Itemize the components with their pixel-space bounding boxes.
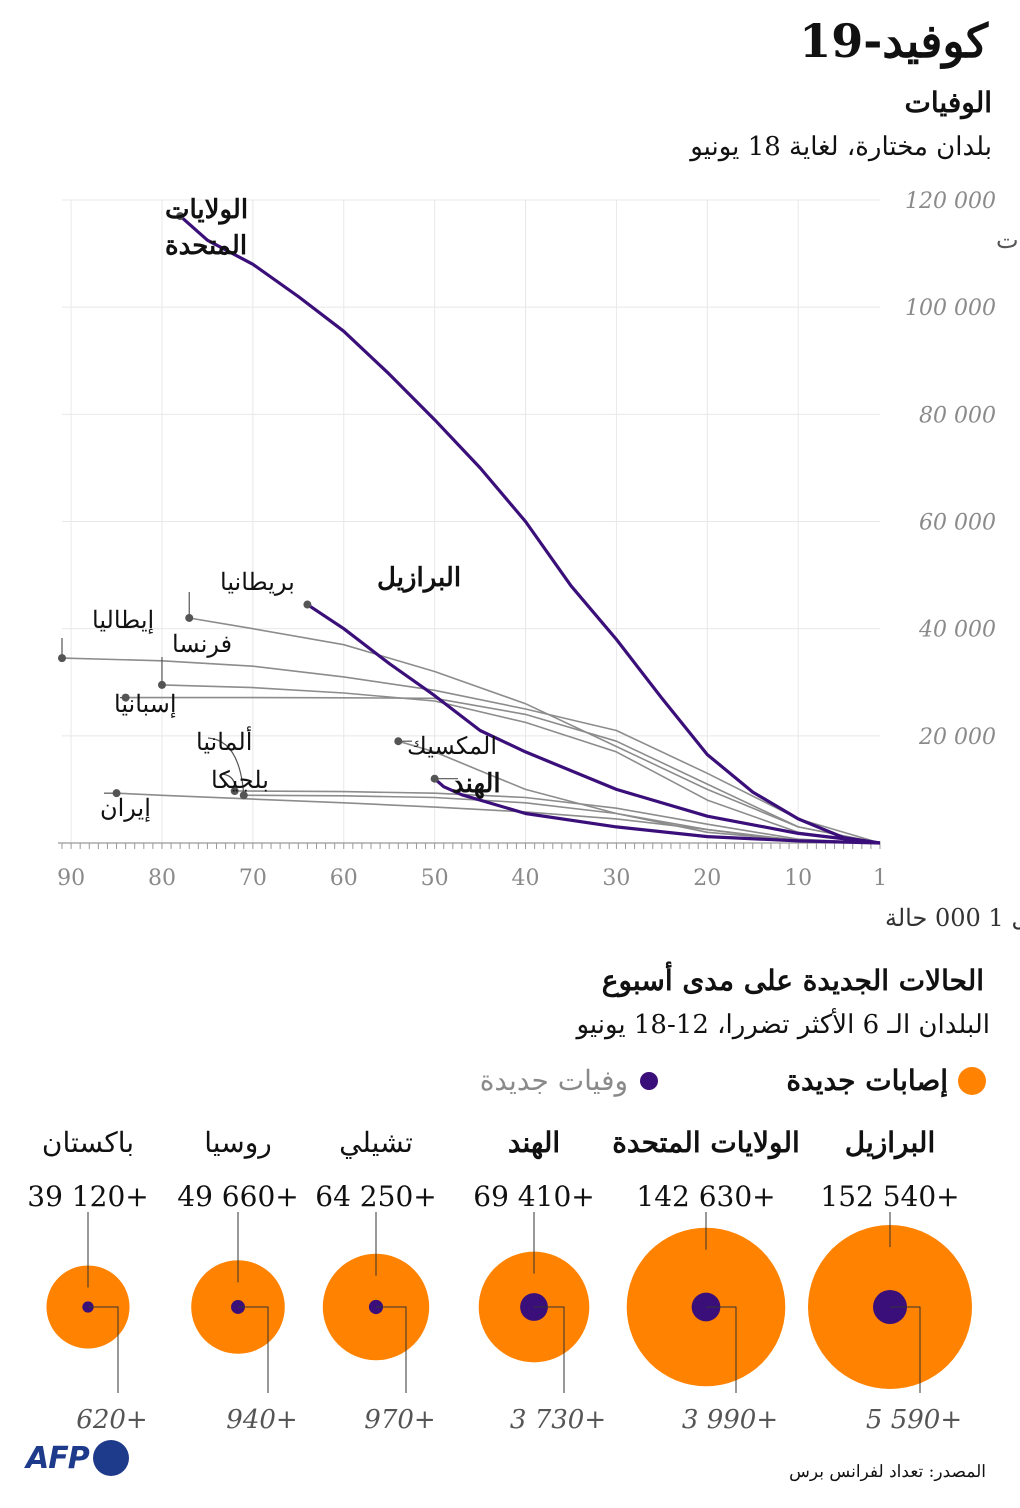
x-tick-label: 40 (512, 866, 540, 891)
source-note: المصدر: تعداد لفرانس برس (789, 1462, 986, 1482)
x-tick-label: 30 (602, 866, 630, 891)
series-label: إيران (100, 794, 151, 822)
deaths-value: 5 590+ (866, 1405, 962, 1435)
leader-line (221, 773, 236, 792)
legend-cases: إصابات جديدة (786, 1064, 986, 1097)
deaths-value: 3 990+ (682, 1405, 778, 1435)
deaths-bubble (520, 1293, 548, 1321)
y-tick-label: 60 000 (919, 511, 996, 536)
series-label: ألمانيا (196, 725, 252, 756)
afp-circle-icon (92, 1440, 129, 1476)
series-label: بلجيكا (211, 766, 269, 794)
cases-value: 152 540+ (820, 1180, 959, 1213)
deaths-leader-line (376, 1306, 407, 1393)
cases-bubble (191, 1260, 285, 1354)
y-tick-label: 80 000 (919, 403, 996, 428)
y-tick-label: 20 000 (918, 725, 996, 750)
cases-value: 142 630+ (636, 1180, 775, 1213)
y-tick-label: 120 000 (905, 189, 996, 214)
x-tick-label: 70 (239, 866, 267, 891)
series-line (189, 617, 881, 844)
deaths-leader-line (534, 1306, 565, 1393)
series-line (161, 684, 881, 844)
cases-section-note: البلدان الـ 6 الأكثر تضررا، 12-18 يونيو (576, 1010, 990, 1040)
deaths-leader-line (890, 1306, 921, 1393)
afp-logo: AFP (26, 1440, 129, 1476)
x-axis-label: عدد الأيام بعد تسجيل 1 000 حالة (885, 902, 1020, 932)
series-label: إيطاليا (92, 606, 154, 634)
country-name: باكستان (42, 1126, 134, 1159)
series-label: الولايات (165, 195, 248, 225)
x-tick-label: 60 (330, 866, 358, 891)
series-line (433, 777, 881, 845)
series-line (179, 214, 881, 845)
x-tick-label: 90 (57, 866, 85, 891)
cases-value: 69 410+ (473, 1180, 594, 1213)
series-end-dot (176, 212, 185, 221)
orange-dot-icon (958, 1066, 986, 1095)
x-tick-label: 1 (873, 866, 887, 891)
series-line (61, 657, 881, 844)
x-tick-label: 80 (148, 866, 176, 891)
legend-cases-label: إصابات جديدة (786, 1064, 948, 1097)
series-line (125, 696, 881, 844)
series-line (234, 790, 881, 844)
deaths-bubble (231, 1300, 245, 1314)
deaths-value: 940+ (226, 1405, 297, 1435)
deaths-line-chart: 1 10 20 30 40 50 60 70 80 90 20 000 40 000 60 000 80 … (57, 189, 1020, 932)
series-label: الهند (452, 769, 501, 799)
country-name: الولايات المتحدة (612, 1126, 800, 1160)
cases-bubble (808, 1225, 972, 1389)
series-line (306, 603, 881, 845)
series-line (116, 792, 881, 844)
deaths-note: بلدان مختارة، لغاية 18 يونيو (690, 132, 992, 162)
deaths-subtitle: الوفيات (904, 86, 993, 119)
deaths-leader-line (238, 1306, 269, 1393)
deaths-bubble (691, 1292, 721, 1322)
leader-line (207, 737, 245, 796)
deaths-bubble (368, 1299, 384, 1315)
series-end-dot (303, 600, 312, 609)
y-axis-label: عدد الوفيات (996, 226, 1020, 254)
y-tick-label: 40 000 (918, 618, 996, 643)
series-label: المكسيك (407, 732, 497, 760)
y-tick-label: 100 000 (905, 296, 996, 321)
deaths-bubble (873, 1290, 907, 1324)
legend-deaths-label: وفيات جديدة (479, 1064, 628, 1097)
country-name: البرازيل (845, 1126, 936, 1160)
series-label: إسبانيا (114, 690, 177, 718)
legend-deaths: وفيات جديدة (480, 1064, 658, 1097)
purple-dot-icon (640, 1071, 658, 1090)
deaths-value: 620+ (76, 1405, 147, 1435)
x-tick-label: 10 (784, 866, 812, 891)
x-tick-label: 50 (421, 866, 449, 891)
deaths-leader-line (88, 1306, 119, 1393)
cases-bubble (46, 1265, 130, 1349)
series-label: بريطانيا (220, 568, 295, 596)
cases-section-title: الحالات الجديدة على مدى أسبوع (601, 964, 984, 997)
deaths-value: 970+ (364, 1405, 435, 1435)
cases-bubble (626, 1227, 786, 1387)
country-name: الهند (508, 1126, 560, 1160)
x-tick-label: 20 (693, 866, 721, 891)
page-title: كوفيد-19 (799, 14, 988, 68)
series-label: البرازيل (377, 563, 461, 593)
cases-value: 49 660+ (177, 1180, 298, 1213)
deaths-bubble (82, 1301, 94, 1313)
series-label: فرنسا (172, 630, 232, 658)
deaths-value: 3 730+ (510, 1405, 606, 1435)
cases-bubble (478, 1251, 590, 1363)
cases-value: 64 250+ (315, 1180, 436, 1213)
series-label: المتحدة (165, 231, 247, 261)
cases-value: 39 120+ (27, 1180, 148, 1213)
deaths-leader-line (706, 1306, 737, 1393)
country-name: روسيا (204, 1126, 271, 1159)
country-name: تشيلي (339, 1126, 413, 1159)
cases-bubble (322, 1253, 430, 1361)
afp-logo-text: AFP (26, 1440, 90, 1476)
